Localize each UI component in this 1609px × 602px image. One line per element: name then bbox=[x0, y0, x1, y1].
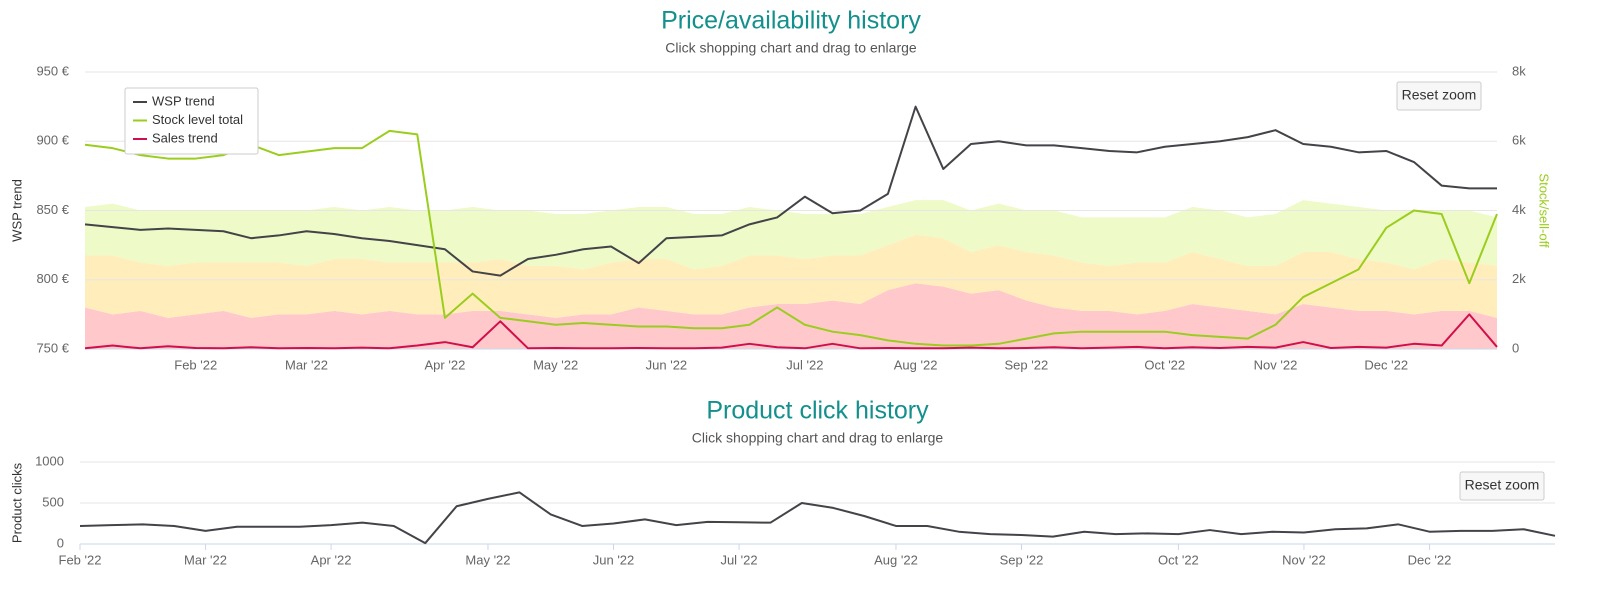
button-box bbox=[1459, 471, 1545, 501]
button-label: Reset zoom bbox=[1402, 87, 1477, 103]
x-tick-label: Nov '22 bbox=[1254, 357, 1298, 372]
series-line bbox=[79, 491, 1556, 545]
legend-label: Sales trend bbox=[152, 130, 218, 145]
chart-subtitle: Click shopping chart and drag to enlarge bbox=[692, 430, 944, 446]
y-tick-label: 950 € bbox=[36, 63, 69, 78]
x-tick-label: Sep '22 bbox=[1004, 357, 1048, 372]
x-tick-label: Sep '22 bbox=[1000, 552, 1044, 567]
y-axis-title: Product clicks bbox=[9, 462, 24, 543]
x-tick-label: Dec '22 bbox=[1364, 357, 1408, 372]
x-tick-label: Dec '22 bbox=[1408, 552, 1452, 567]
y-tick-label: 800 € bbox=[36, 271, 69, 286]
y-tick-label: 1000 bbox=[35, 453, 64, 468]
legend-box bbox=[124, 87, 259, 155]
legend-label: WSP trend bbox=[152, 93, 215, 108]
chart-title: Price/availability history bbox=[661, 7, 921, 35]
x-tick-label: Jul '22 bbox=[786, 357, 823, 372]
x-tick-label: Jun '22 bbox=[646, 357, 688, 372]
x-tick-label: Jul '22 bbox=[720, 552, 757, 567]
legend-label: Stock level total bbox=[152, 112, 243, 127]
area-band bbox=[85, 200, 1497, 270]
x-tick-label: Apr '22 bbox=[311, 552, 352, 567]
chart-title: Product click history bbox=[706, 397, 929, 425]
y-tick-label: 850 € bbox=[36, 202, 69, 217]
x-tick-label: Feb '22 bbox=[174, 357, 217, 372]
y-tick-label: 750 € bbox=[36, 340, 69, 355]
series-line bbox=[84, 105, 1497, 277]
reset-zoom-button[interactable]: Reset zoom bbox=[1396, 81, 1482, 111]
y2-tick-label: 0 bbox=[1512, 340, 1519, 355]
y-tick-label: 500 bbox=[42, 494, 64, 509]
button-box bbox=[1396, 81, 1482, 111]
x-tick-label: Feb '22 bbox=[59, 552, 102, 567]
y2-tick-label: 4k bbox=[1512, 202, 1526, 217]
x-tick-label: May '22 bbox=[465, 552, 510, 567]
x-tick-label: Oct '22 bbox=[1158, 552, 1199, 567]
x-tick-label: May '22 bbox=[533, 357, 578, 372]
y-axis-title: WSP trend bbox=[9, 179, 24, 242]
y2-tick-label: 8k bbox=[1512, 63, 1526, 78]
legend: WSP trend Stock level total Sales trend bbox=[124, 87, 259, 155]
reset-zoom-button[interactable]: Reset zoom bbox=[1459, 471, 1545, 501]
x-tick-label: Mar '22 bbox=[285, 357, 328, 372]
x-tick-label: Apr '22 bbox=[425, 357, 466, 372]
area-band bbox=[85, 234, 1497, 318]
y-tick-label: 0 bbox=[57, 535, 64, 550]
series-line bbox=[84, 313, 1498, 350]
series-line bbox=[84, 129, 1498, 347]
y2-axis-title: Stock/sell-off bbox=[1537, 173, 1552, 248]
chart-subtitle: Click shopping chart and drag to enlarge bbox=[665, 40, 917, 56]
x-tick-label: Mar '22 bbox=[184, 552, 227, 567]
x-tick-label: Aug '22 bbox=[894, 357, 938, 372]
y2-tick-label: 2k bbox=[1512, 271, 1526, 286]
button-label: Reset zoom bbox=[1465, 477, 1540, 493]
x-tick-label: Aug '22 bbox=[874, 552, 918, 567]
y2-tick-label: 6k bbox=[1512, 133, 1526, 148]
x-tick-label: Oct '22 bbox=[1144, 357, 1185, 372]
y-tick-label: 900 € bbox=[36, 133, 69, 148]
x-tick-label: Nov '22 bbox=[1282, 552, 1326, 567]
x-tick-label: Jun '22 bbox=[593, 552, 635, 567]
